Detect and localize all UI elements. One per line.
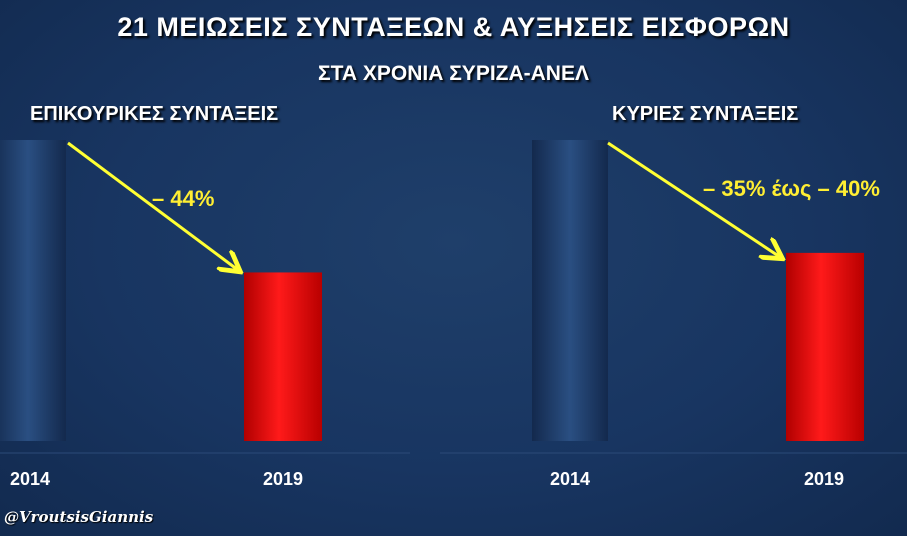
- bar-2014: [532, 140, 608, 441]
- tick-label-2014: 2014: [10, 469, 50, 489]
- annotation-arrow: [607, 141, 780, 257]
- chart-title-right: ΚΥΡΙΕΣ ΣΥΝΤΑΞΕΙΣ: [612, 103, 799, 125]
- subtitle: ΣΤΑ ΧΡΟΝΙΑ ΣΥΡΙΖΑ-ΑΝΕΛ: [317, 62, 589, 85]
- change-annotation: – 35% έως – 40%: [703, 176, 880, 201]
- chart-title-left: ΕΠΙΚΟΥΡΙΚΕΣ ΣΥΝΤΑΞΕΙΣ: [30, 103, 279, 125]
- tick-label-2019: 2019: [263, 469, 303, 489]
- bar-2019: [244, 272, 322, 441]
- tick-label-2014: 2014: [550, 469, 590, 489]
- annotation-arrow: [67, 141, 238, 270]
- bar-2014: [0, 140, 66, 441]
- tick-label-2019: 2019: [804, 469, 844, 489]
- bar-2019: [786, 252, 864, 441]
- main-title: 21 ΜΕΙΩΣΕΙΣ ΣΥΝΤΑΞΕΩΝ & ΑΥΞΗΣΕΙΣ ΕΙΣΦΟΡΩ…: [117, 12, 790, 42]
- author-handle: @VroutsisGiannis: [4, 508, 154, 526]
- change-annotation: – 44%: [152, 186, 214, 211]
